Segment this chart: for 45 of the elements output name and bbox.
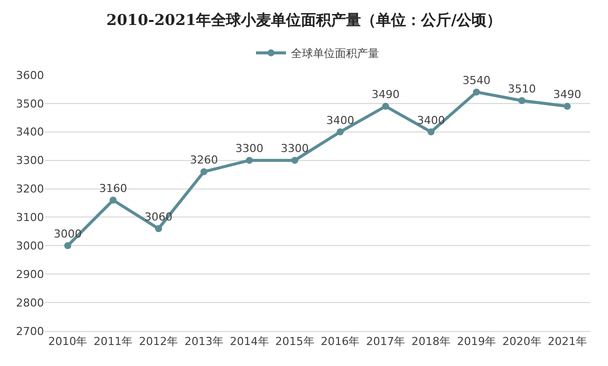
data-label: 3300 xyxy=(280,142,309,156)
x-tick-label: 2017年 xyxy=(366,335,406,348)
x-tick-label: 2016年 xyxy=(320,335,360,348)
y-tick-label: 3100 xyxy=(16,211,44,224)
point xyxy=(155,225,162,232)
point xyxy=(291,156,298,164)
y-tick-label: 3000 xyxy=(16,240,44,253)
y-tick-label: 2900 xyxy=(16,268,44,281)
data-label: 3300 xyxy=(235,142,264,156)
data-label: 3260 xyxy=(190,154,218,167)
point xyxy=(564,102,571,110)
y-tick-label: 3600 xyxy=(16,68,44,82)
point xyxy=(246,156,253,164)
y-tick-label: 2700 xyxy=(16,324,44,338)
x-tick-label: 2018年 xyxy=(412,335,451,348)
y-tick-label: 3300 xyxy=(16,154,44,168)
data-label: 3540 xyxy=(462,74,490,87)
legend-label: 全球单位面积产量 xyxy=(291,47,379,60)
x-tick-label: 2014年 xyxy=(230,335,269,348)
point xyxy=(382,102,390,110)
point xyxy=(428,128,435,136)
point xyxy=(472,88,480,96)
x-tick-label: 2020年 xyxy=(502,335,542,348)
x-tick-label: 2012年 xyxy=(139,335,178,348)
y-tick-label: 3200 xyxy=(16,182,44,196)
point xyxy=(336,128,344,136)
x-tick-label: 2019年 xyxy=(456,335,496,348)
data-label: 3160 xyxy=(99,182,128,196)
x-tick-label: 2011年 xyxy=(94,335,133,348)
data-label: 3490 xyxy=(372,88,400,102)
chart-title: 2010-2021年全球小麦单位面积产量（单位：公斤/公顷） xyxy=(106,11,502,30)
x-tick-label: 2013年 xyxy=(184,335,224,348)
point xyxy=(518,97,526,104)
data-label: 3400 xyxy=(326,114,354,127)
data-label: 3490 xyxy=(553,88,582,102)
y-tick-label: 3500 xyxy=(16,97,44,110)
x-tick-label: 2010年 xyxy=(48,335,88,348)
data-label: 3510 xyxy=(508,82,536,96)
point xyxy=(64,242,72,250)
point xyxy=(110,196,117,204)
x-tick-label: 2015年 xyxy=(275,335,314,348)
y-tick-label: 3400 xyxy=(16,126,44,139)
x-tick-label: 2021年 xyxy=(548,335,587,348)
point xyxy=(200,168,208,176)
y-tick-label: 2800 xyxy=(16,296,44,310)
